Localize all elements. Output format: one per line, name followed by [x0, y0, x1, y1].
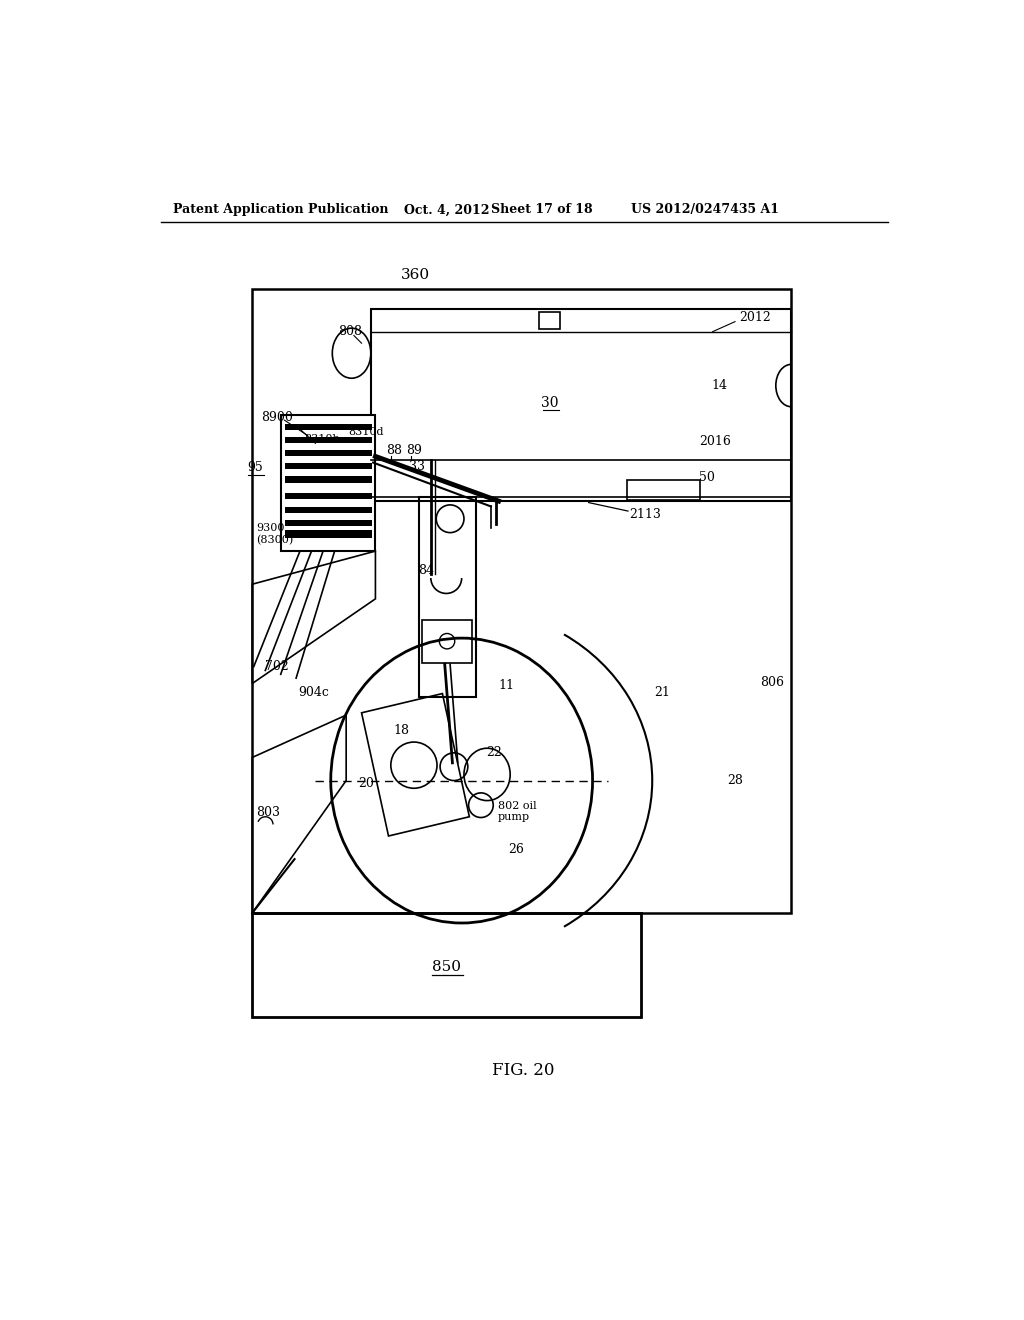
Text: 360: 360: [401, 268, 430, 282]
Bar: [285, 437, 372, 444]
Bar: [285, 520, 372, 527]
Text: Sheet 17 of 18: Sheet 17 of 18: [490, 203, 593, 216]
Bar: [422, 620, 472, 663]
Text: 802 oil
pump: 802 oil pump: [498, 800, 537, 822]
Text: FIG. 20: FIG. 20: [492, 1063, 555, 1080]
Bar: [285, 477, 372, 483]
Text: 22: 22: [486, 746, 502, 759]
Text: 8310d: 8310d: [348, 426, 384, 437]
Bar: [285, 450, 372, 457]
Text: 84: 84: [418, 564, 434, 577]
Text: 9300
(8300): 9300 (8300): [256, 523, 293, 545]
Bar: [285, 463, 372, 470]
Bar: [285, 507, 372, 513]
Text: 14: 14: [712, 379, 728, 392]
Bar: [419, 498, 475, 697]
Bar: [281, 414, 376, 552]
Text: 21: 21: [654, 685, 670, 698]
Bar: [252, 913, 641, 1016]
Text: 50: 50: [698, 471, 715, 484]
Text: 11: 11: [499, 680, 515, 693]
Text: Oct. 4, 2012: Oct. 4, 2012: [403, 203, 489, 216]
Text: 904c: 904c: [298, 685, 330, 698]
Text: Patent Application Publication: Patent Application Publication: [173, 203, 388, 216]
Text: 803: 803: [256, 807, 281, 820]
Bar: [628, 480, 700, 499]
Text: 18: 18: [394, 723, 410, 737]
Bar: [285, 492, 372, 499]
Text: 33: 33: [410, 459, 425, 473]
Bar: [252, 289, 792, 913]
Text: 2016: 2016: [698, 436, 731, 449]
Bar: [285, 529, 372, 539]
Text: 808: 808: [338, 325, 362, 338]
Text: 88: 88: [386, 444, 402, 457]
Text: 2113: 2113: [630, 508, 662, 520]
Text: 28: 28: [727, 774, 743, 787]
Text: 20: 20: [358, 777, 375, 791]
Text: 89: 89: [407, 444, 422, 457]
Text: 806: 806: [761, 676, 784, 689]
Text: 702: 702: [265, 660, 289, 673]
Text: 8900: 8900: [261, 412, 293, 425]
Text: 30: 30: [542, 396, 559, 411]
Bar: [539, 312, 560, 329]
Text: 850: 850: [432, 960, 461, 974]
Text: 8310b: 8310b: [304, 434, 340, 445]
Text: 95: 95: [248, 462, 263, 474]
Bar: [371, 309, 792, 502]
Text: 2012: 2012: [739, 312, 771, 325]
Text: US 2012/0247435 A1: US 2012/0247435 A1: [631, 203, 779, 216]
Text: 26: 26: [508, 843, 523, 857]
Bar: [285, 424, 372, 430]
